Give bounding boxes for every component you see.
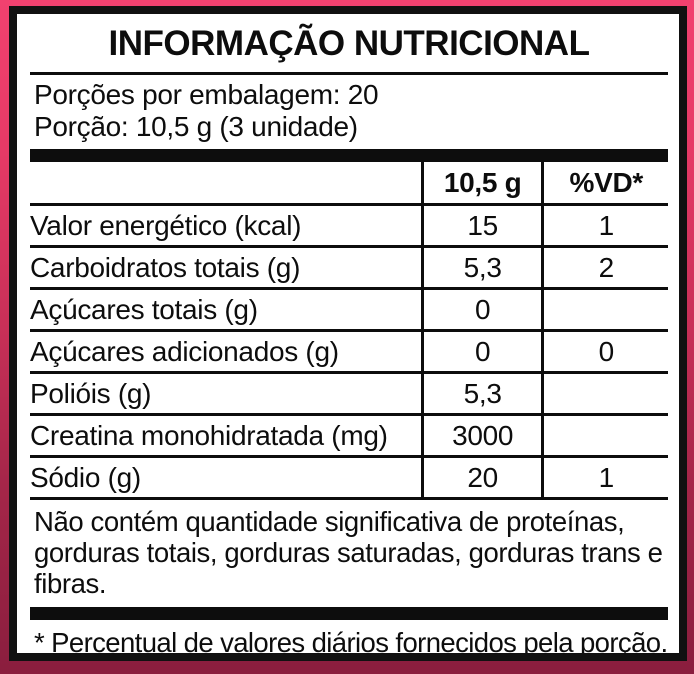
nutrient-amount: 0	[420, 288, 543, 332]
no-significant-amounts-note: Não contém quantidade significativa de p…	[34, 506, 663, 599]
table-row: Carboidratos totais (g) 5,3 2	[30, 246, 668, 290]
table-row: Açúcares adicionados (g) 0 0	[30, 330, 668, 374]
table-top-bar	[30, 149, 668, 162]
header-vd: %VD*	[541, 162, 668, 206]
nutrient-amount: 15	[420, 204, 543, 248]
nutrient-vd	[541, 372, 668, 416]
nutrient-label: Creatina monohidratada (mg)	[30, 414, 423, 458]
nutrient-vd	[541, 288, 668, 332]
nutrient-vd: 0	[541, 330, 668, 374]
footnote-bar	[30, 607, 668, 620]
nutrition-table: 10,5 g %VD* Valor energético (kcal) 15 1…	[30, 162, 668, 500]
nutrient-vd: 1	[541, 456, 668, 500]
daily-values-footnote: * Percentual de valores diários fornecid…	[34, 627, 668, 658]
nutrient-amount: 5,3	[420, 372, 543, 416]
nutrient-vd	[541, 414, 668, 458]
table-row: Açúcares totais (g) 0	[30, 288, 668, 332]
nutrient-amount: 20	[420, 456, 543, 500]
nutrient-vd: 1	[541, 204, 668, 248]
table-row: Polióis (g) 5,3	[30, 372, 668, 416]
title-divider	[30, 72, 668, 75]
serving-info: Porções por embalagem: 20 Porção: 10,5 g…	[30, 75, 668, 149]
table-header-row: 10,5 g %VD*	[30, 162, 668, 206]
nutrient-label: Polióis (g)	[30, 372, 423, 416]
table-row: Valor energético (kcal) 15 1	[30, 204, 668, 248]
nutrient-label: Sódio (g)	[30, 456, 423, 500]
label-title: INFORMAÇÃO NUTRICIONAL	[108, 24, 590, 63]
nutrient-label: Açúcares totais (g)	[30, 288, 423, 332]
header-nutrient	[30, 162, 423, 206]
nutrient-amount: 5,3	[420, 246, 543, 290]
serving-size: Porção: 10,5 g (3 unidade)	[34, 111, 358, 142]
nutrient-label: Valor energético (kcal)	[30, 204, 423, 248]
nutrient-label: Açúcares adicionados (g)	[30, 330, 423, 374]
nutrient-amount: 3000	[420, 414, 543, 458]
table-row: Creatina monohidratada (mg) 3000	[30, 414, 668, 458]
nutrition-label-panel: INFORMAÇÃO NUTRICIONAL Porções por embal…	[9, 6, 687, 661]
header-amount: 10,5 g	[420, 162, 543, 206]
nutrient-label: Carboidratos totais (g)	[30, 246, 423, 290]
table-row: Sódio (g) 20 1	[30, 456, 668, 500]
nutrient-vd: 2	[541, 246, 668, 290]
servings-per-package: Porções por embalagem: 20	[34, 79, 379, 110]
nutrient-amount: 0	[420, 330, 543, 374]
